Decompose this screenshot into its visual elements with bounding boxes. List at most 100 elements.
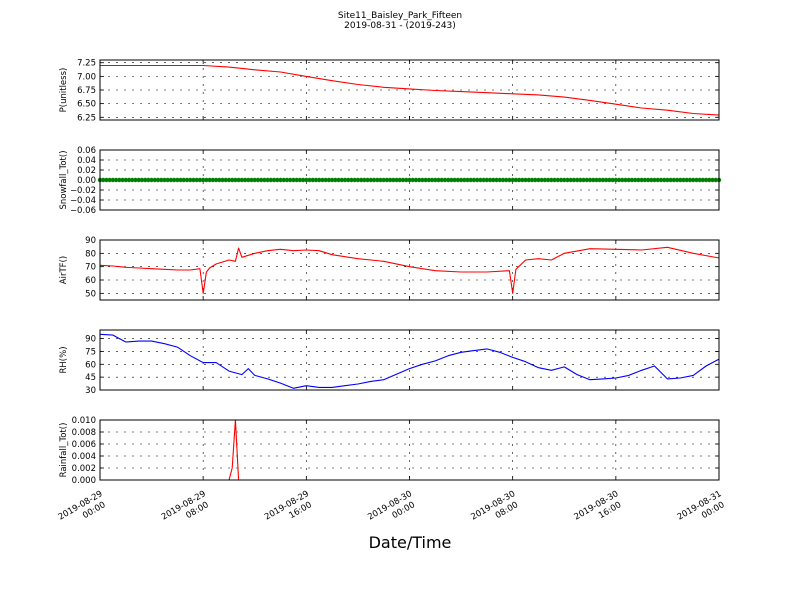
x-axis-label: Date/Time [368,533,452,552]
data-point [404,177,409,183]
data-point [710,177,715,183]
data-point [294,177,299,183]
data-point [191,177,196,183]
data-point [184,177,190,183]
y-tick-label: 30 [85,386,96,396]
data-point [130,177,135,183]
data-point [181,177,187,183]
data-point [533,177,538,183]
y-tick-label: 0.010 [72,416,96,426]
data-point [616,177,622,183]
data-point [436,177,441,183]
data-point [684,177,689,183]
data-point [475,177,480,183]
data-point [268,177,274,183]
data-point [120,177,125,183]
data-point [278,177,283,183]
data-point [442,177,448,183]
data-point [645,177,651,183]
data-point [462,177,467,183]
data-point [165,177,170,183]
data-point [107,177,112,183]
data-point [707,177,712,183]
data-point [487,177,493,183]
y-tick-label: 6.25 [77,113,96,123]
data-point [552,177,557,183]
data-point [101,177,106,183]
data-point [317,177,322,183]
data-point [468,177,473,183]
data-point [126,177,132,183]
data-point [423,177,428,183]
data-point [697,177,702,183]
data-point [520,177,525,183]
data-point [104,177,109,183]
data-point [613,177,619,183]
data-point [152,177,158,183]
data-point [336,177,341,183]
data-point [471,177,477,183]
data-point [703,177,709,183]
y-tick-label: 6.75 [77,86,96,96]
data-point [326,177,332,183]
panel-1: 7.25 7.00 6.75 6.50 6.25 P(unitless) [59,59,720,123]
y-tick-label: 7.00 [77,72,96,82]
data-point [197,177,203,183]
data-point [236,177,241,183]
y-tick-label: 0.00 [77,176,96,186]
y-tick-label: 60 [85,276,96,286]
data-point [597,177,602,183]
panel-5: 0.010 0.008 0.006 0.004 0.002 0.000Rainfall_T… [59,416,720,486]
data-point [500,177,506,183]
data-point [394,177,399,183]
data-point [258,177,264,183]
data-point [636,177,641,183]
data-point [555,177,561,183]
y-tick-label: −0.02 [70,186,96,196]
y-tick-label: 0.008 [72,428,96,438]
data-point [371,177,377,183]
data-point [168,177,174,183]
data-point [242,177,248,183]
data-point [671,177,677,183]
y-tick-label: −0.04 [70,196,96,206]
data-point [194,177,199,183]
data-point [620,177,625,183]
data-point [271,177,277,183]
data-point [539,177,544,183]
data-point [265,177,270,183]
plot-frame [99,239,720,301]
data-point [603,177,609,183]
data-point [291,177,296,183]
data-point [352,177,357,183]
data-point [591,177,596,183]
data-point [562,177,567,183]
chart-title-block: Site11_Baisley_Park_Fifteen 2019-08-31 -… [0,11,800,31]
data-point [378,177,383,183]
data-point [513,177,519,183]
data-point [458,177,464,183]
y-tick-label: 60 [85,360,96,370]
data-point [255,177,261,183]
data-point [155,177,161,183]
y-tick-label: 75 [85,347,96,357]
data-point [687,177,693,183]
data-point [523,177,528,183]
panel-4: 90 75 60 45 30 RH(%) [59,329,720,396]
y-tick-label: 0.02 [77,166,96,176]
data-point [307,177,312,183]
y-tick-label: 45 [85,373,96,383]
data-point [220,177,225,183]
data-point [649,177,654,183]
data-point [365,177,370,183]
y-axis-label: RH(%) [59,346,69,373]
y-tick-label: 6.50 [77,100,96,110]
y-tick-label: 0.04 [77,156,96,166]
data-point [207,177,212,183]
data-point [700,177,706,183]
data-point [313,177,319,183]
